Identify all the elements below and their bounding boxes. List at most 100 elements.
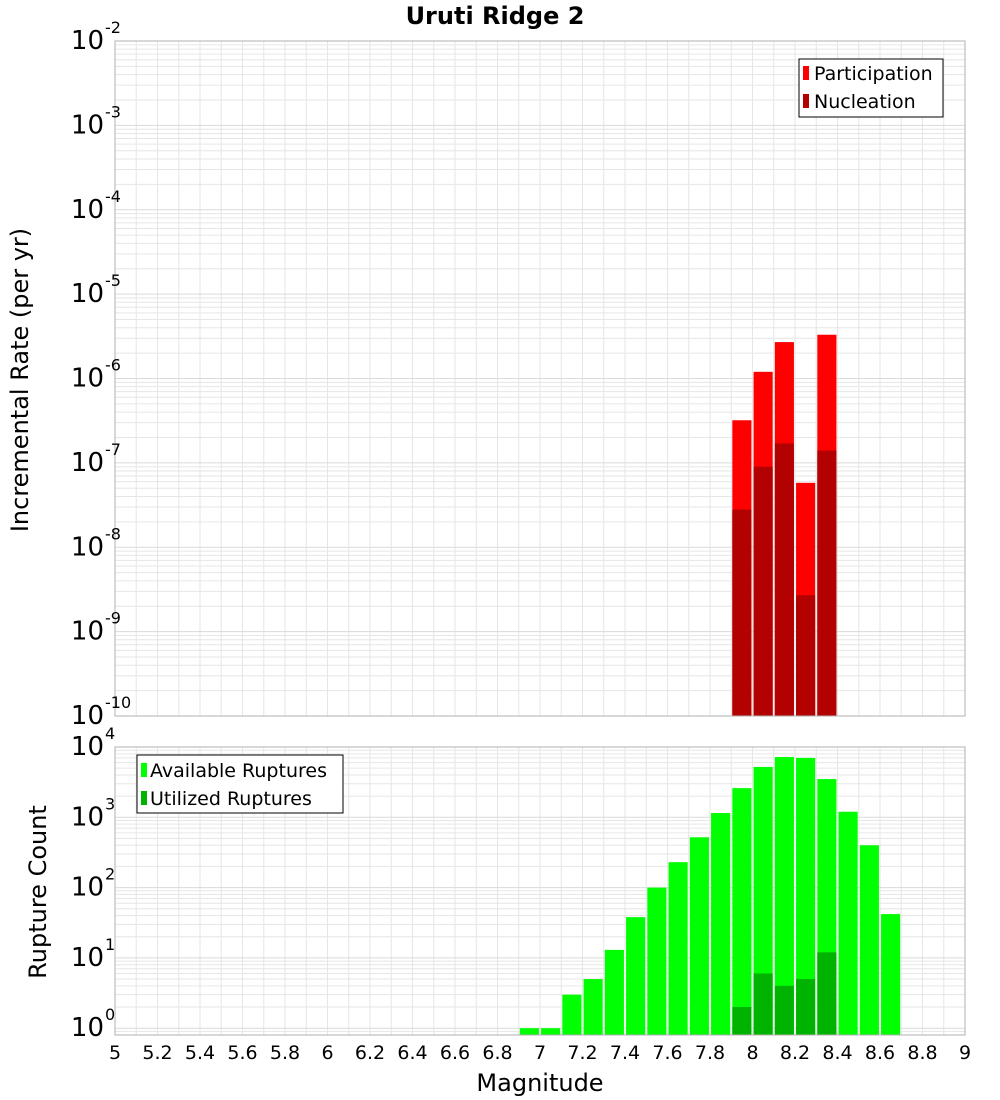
y-tick-exponent: 2 xyxy=(105,865,115,884)
y-tick-label: 10 -5 xyxy=(71,271,121,309)
x-tick-label: 5.2 xyxy=(142,1042,172,1064)
y-tick-base: 10 xyxy=(71,195,104,225)
y-tick-base: 10 xyxy=(71,701,104,731)
x-tick-label: 5.4 xyxy=(185,1042,215,1064)
y-tick-label: 10 1 xyxy=(71,935,115,973)
y-tick-base: 10 xyxy=(71,26,104,56)
x-tick-label: 5.6 xyxy=(227,1042,257,1064)
rate-plot-bars xyxy=(732,334,837,716)
legend-swatch-participation xyxy=(803,66,809,80)
y-tick-label: 10 -4 xyxy=(71,187,121,225)
available-ruptures-bar xyxy=(859,845,879,1035)
y-tick-base: 10 xyxy=(71,732,104,762)
available-ruptures-bar xyxy=(796,757,816,1035)
available-ruptures-bar xyxy=(647,887,667,1035)
x-axis-label: Magnitude xyxy=(476,1069,603,1097)
rate-plot-legend: Participation Nucleation xyxy=(798,58,944,118)
y-tick-exponent: 1 xyxy=(105,935,115,954)
available-ruptures-bar xyxy=(562,994,582,1035)
available-ruptures-bar xyxy=(626,917,646,1035)
available-ruptures-bar xyxy=(519,1028,539,1035)
y-tick-label: 10 0 xyxy=(71,1005,115,1043)
x-tick-label: 7.4 xyxy=(610,1042,640,1064)
legend-swatch-nucleation xyxy=(803,94,809,108)
utilized-ruptures-bar xyxy=(732,1007,752,1035)
available-ruptures-bar xyxy=(604,949,624,1035)
x-tick-label: 6.4 xyxy=(397,1042,427,1064)
x-tick-label: 7.2 xyxy=(567,1042,597,1064)
legend-label-utilized: Utilized Ruptures xyxy=(150,788,312,810)
y-tick-base: 10 xyxy=(71,1013,104,1043)
y-tick-base: 10 xyxy=(71,802,104,832)
legend-box xyxy=(136,754,344,814)
available-ruptures-bar xyxy=(732,788,752,1035)
available-ruptures-bar xyxy=(753,766,773,1035)
legend-label-nucleation: Nucleation xyxy=(814,91,916,113)
x-tick-label: 8.2 xyxy=(780,1042,810,1064)
y-tick-exponent: -3 xyxy=(105,102,121,121)
y-tick-base: 10 xyxy=(71,279,104,309)
rate-plot-y-axis-label: Incremental Rate (per yr) xyxy=(6,228,34,532)
utilized-ruptures-bar xyxy=(817,952,837,1035)
available-ruptures-bar xyxy=(838,811,858,1035)
utilized-ruptures-bar xyxy=(753,973,773,1035)
legend-swatch-utilized xyxy=(141,791,147,805)
y-tick-label: 10 -9 xyxy=(71,609,121,647)
y-tick-label: 10 -7 xyxy=(71,440,121,478)
x-tick-label: 7 xyxy=(534,1042,546,1064)
x-tick-label: 6.8 xyxy=(482,1042,512,1064)
x-tick-label: 5 xyxy=(109,1042,121,1064)
y-tick-label: 10 -10 xyxy=(71,693,131,731)
y-tick-exponent: -5 xyxy=(105,271,121,290)
x-tick-label: 6.6 xyxy=(440,1042,470,1064)
y-tick-exponent: -6 xyxy=(105,356,121,375)
y-tick-label: 10 -6 xyxy=(71,356,121,394)
y-tick-exponent: 4 xyxy=(105,724,115,743)
utilized-ruptures-bar xyxy=(796,979,816,1035)
chart-title: Uruti Ridge 2 xyxy=(406,2,585,30)
x-tick-label: 5.8 xyxy=(270,1042,300,1064)
legend-swatch-available xyxy=(141,763,147,777)
y-tick-label: 10 4 xyxy=(71,724,115,762)
count-plot-frame xyxy=(114,746,966,1036)
y-tick-exponent: -10 xyxy=(105,693,131,712)
y-tick-base: 10 xyxy=(71,617,104,647)
x-tick-label: 8.4 xyxy=(822,1042,852,1064)
count-plot-legend: Available Ruptures Utilized Ruptures xyxy=(136,754,344,814)
rate-plot-grid xyxy=(114,40,966,717)
y-tick-base: 10 xyxy=(71,532,104,562)
y-tick-base: 10 xyxy=(71,448,104,478)
nucleation-bar xyxy=(774,443,794,716)
y-tick-label: 10 -2 xyxy=(71,18,121,56)
nucleation-bar xyxy=(753,466,773,716)
y-tick-base: 10 xyxy=(71,110,104,140)
nucleation-bar xyxy=(732,509,752,716)
x-tick-label: 8.8 xyxy=(907,1042,937,1064)
y-tick-exponent: 0 xyxy=(105,1005,115,1024)
available-ruptures-bar xyxy=(711,813,731,1035)
y-tick-base: 10 xyxy=(71,873,104,903)
y-tick-base: 10 xyxy=(71,943,104,973)
count-plot-bars xyxy=(519,757,901,1035)
y-tick-exponent: -8 xyxy=(105,524,121,543)
x-tick-label: 6 xyxy=(321,1042,333,1064)
count-plot-y-axis-label: Rupture Count xyxy=(24,805,52,979)
x-tick-label: 7.6 xyxy=(652,1042,682,1064)
y-tick-exponent: 3 xyxy=(105,794,115,813)
x-tick-label: 6.2 xyxy=(355,1042,385,1064)
rate-plot-frame xyxy=(114,40,966,717)
nucleation-bar xyxy=(817,450,837,716)
y-tick-exponent: -2 xyxy=(105,18,121,37)
available-ruptures-bar xyxy=(881,914,901,1035)
x-tick-label: 8.6 xyxy=(865,1042,895,1064)
available-ruptures-bar xyxy=(668,862,688,1035)
x-tick-label: 9 xyxy=(959,1042,971,1064)
y-tick-exponent: -7 xyxy=(105,440,121,459)
legend-label-participation: Participation xyxy=(814,63,933,85)
x-tick-label: 8 xyxy=(746,1042,758,1064)
